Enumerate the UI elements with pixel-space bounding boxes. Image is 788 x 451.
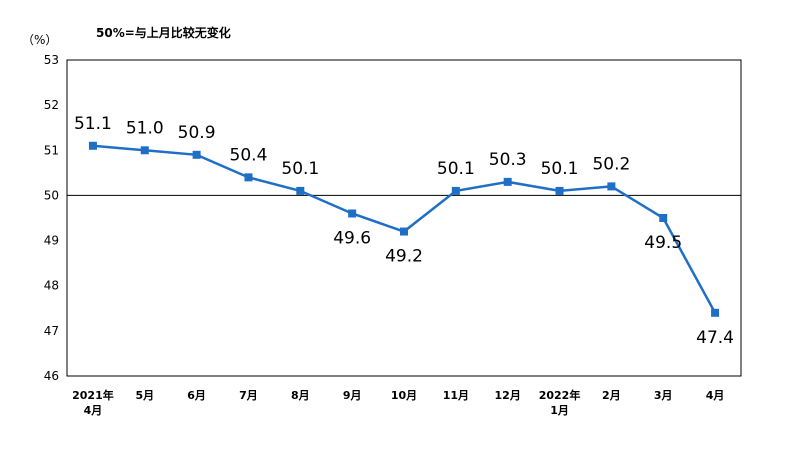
data-label: 47.4 (696, 328, 734, 348)
x-tick-label: 12月 (495, 389, 521, 402)
y-tick-label: 50 (44, 188, 59, 202)
data-point (607, 182, 616, 191)
y-tick-label: 49 (44, 234, 59, 248)
data-label: 49.2 (385, 247, 423, 267)
x-tick-label: 4月 (706, 389, 725, 402)
x-tick-label: 3月 (654, 389, 673, 402)
y-tick-label: 48 (44, 279, 59, 293)
data-point (88, 141, 97, 150)
x-tick-label: 2月 (602, 389, 621, 402)
data-point (400, 227, 408, 236)
data-label: 51.0 (126, 118, 164, 138)
x-tick-label: 8月 (291, 389, 310, 402)
data-point (711, 308, 720, 317)
data-label: 49.5 (644, 233, 682, 253)
x-tick-label: 2022年 (539, 388, 581, 402)
x-tick-label: 11月 (443, 389, 469, 402)
data-label: 50.1 (437, 159, 475, 179)
chart-note: 50%=与上月比较无变化 (96, 25, 231, 40)
y-axis-ticks: 46 47 48 49 50 51 52 53 (44, 53, 59, 383)
plot-area (66, 59, 742, 377)
x-axis-ticks: 2021年 4月 5月 6月 7月 8月 9月 10月 11月 12月 2022年 1月 2月 3月 4月 (72, 388, 724, 417)
data-label: 49.6 (333, 228, 371, 248)
unit-label: （%） (22, 33, 57, 47)
x-tick-label: 1月 (550, 404, 569, 417)
data-point (555, 186, 564, 195)
y-tick-label: 51 (44, 143, 59, 157)
data-label: 50.9 (178, 123, 216, 143)
data-point (244, 173, 253, 182)
data-point (140, 146, 149, 155)
x-tick-label: 7月 (239, 389, 258, 402)
y-tick-label: 47 (44, 324, 59, 338)
data-point (659, 214, 668, 222)
x-tick-label: 2021年 (72, 388, 114, 402)
data-point (451, 186, 460, 195)
data-label: 50.4 (230, 145, 268, 165)
data-label: 50.1 (541, 159, 579, 179)
data-label: 50.1 (281, 159, 319, 179)
series-markers (88, 141, 720, 317)
data-point (296, 186, 305, 195)
data-point (503, 177, 512, 186)
data-label: 50.3 (489, 150, 527, 170)
x-tick-label: 6月 (187, 389, 206, 402)
x-tick-label: 5月 (135, 389, 154, 402)
x-tick-label: 10月 (391, 389, 417, 402)
y-tick-label: 52 (44, 98, 59, 112)
data-label: 51.1 (74, 114, 112, 134)
y-tick-label: 46 (44, 369, 59, 383)
data-point (192, 150, 201, 159)
data-point (348, 209, 357, 218)
y-tick-label: 53 (44, 53, 59, 67)
data-labels: 51.1 51.0 50.9 50.4 50.1 49.6 49.2 50.1 50.3 50.1… (74, 114, 734, 348)
x-tick-label: 9月 (343, 389, 362, 402)
x-tick-label: 4月 (84, 404, 103, 417)
data-label: 50.2 (592, 154, 630, 174)
